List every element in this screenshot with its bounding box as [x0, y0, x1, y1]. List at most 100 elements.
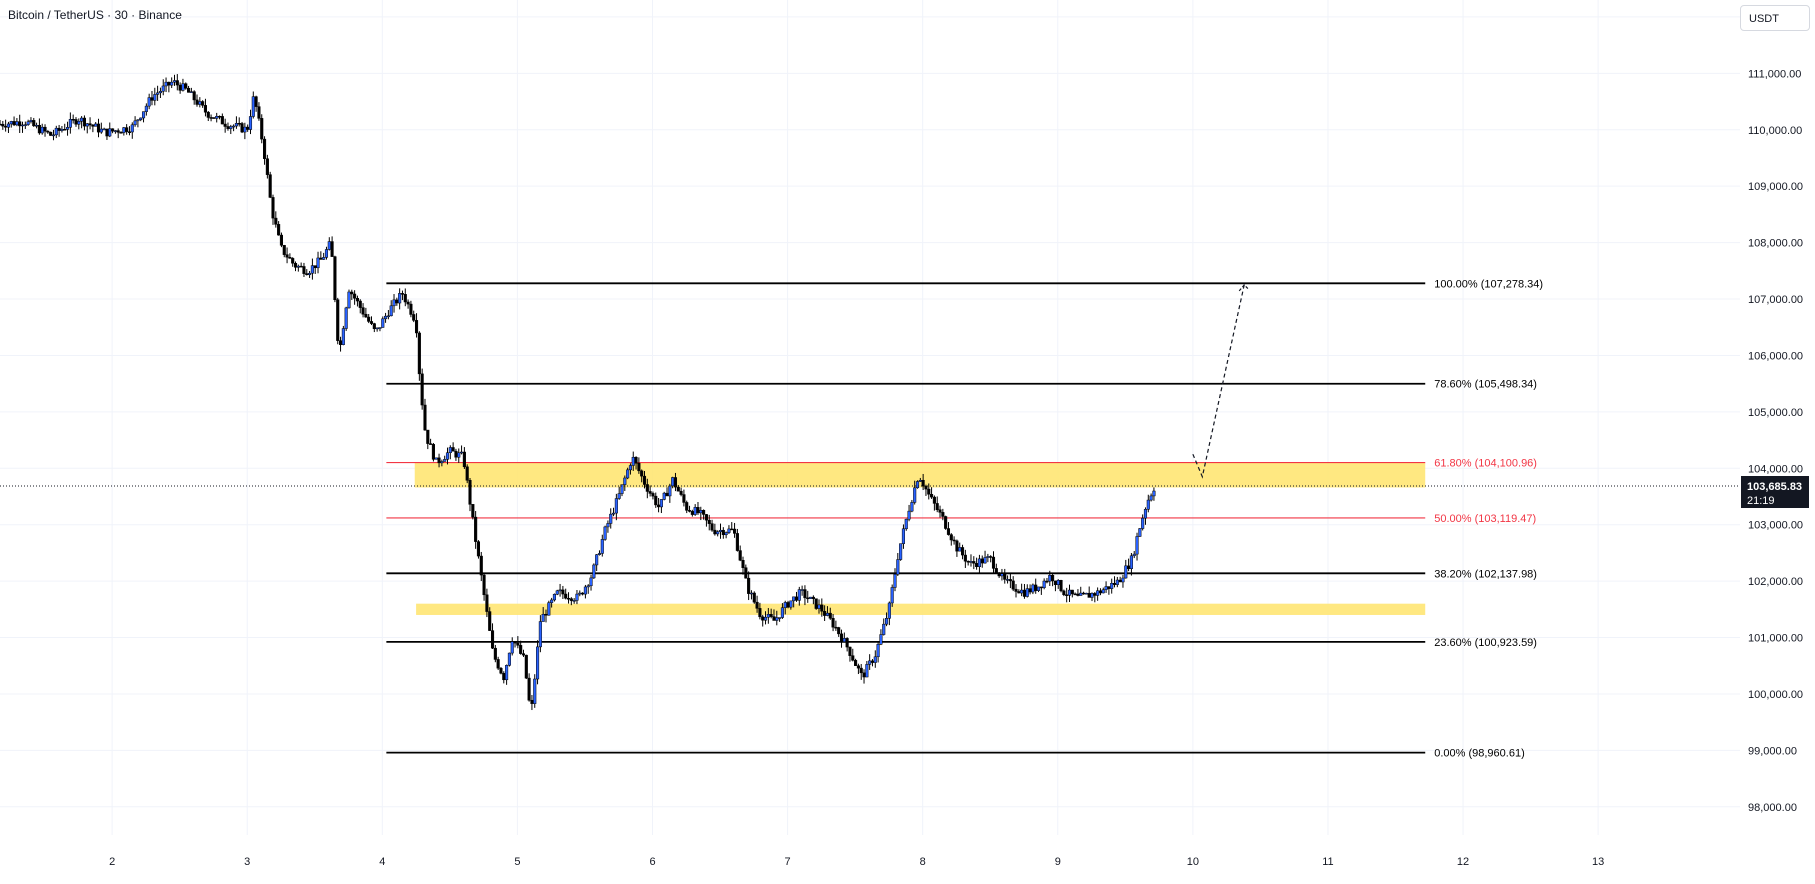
candle-body: [657, 504, 661, 508]
candle-body: [6, 123, 10, 128]
candle-body: [550, 599, 554, 603]
candle-body: [510, 641, 514, 654]
candle-body: [507, 652, 511, 666]
candle-body: [1039, 586, 1043, 589]
candle-body: [330, 241, 334, 257]
x-tick-label: 7: [785, 856, 791, 868]
projection-arrowhead: [1238, 284, 1250, 292]
candle-body: [572, 600, 576, 602]
y-tick-label: 107,000.00: [1748, 294, 1803, 306]
candle-body: [468, 480, 472, 505]
candle-body: [547, 602, 551, 616]
candle-body: [603, 526, 607, 540]
candle-body: [1042, 580, 1046, 588]
candle-body: [479, 555, 483, 576]
candle-body: [1127, 565, 1131, 569]
candle-body: [654, 495, 658, 506]
candle-body: [904, 518, 908, 530]
candle-body: [538, 621, 542, 648]
candle-body: [958, 547, 962, 552]
candle-body: [398, 293, 402, 304]
candle-body: [400, 293, 405, 295]
last-price-tag: 103,685.83 21:19: [1741, 476, 1809, 509]
candle-body: [336, 299, 340, 341]
fib-level-label: 50.00% (103,119.47): [1434, 513, 1536, 525]
candle-body: [564, 593, 568, 599]
candle-body: [116, 130, 120, 133]
candle-body: [1082, 592, 1086, 595]
time-axis[interactable]: 2 3 4 5 6 7 8 9 10 11 12 13: [109, 856, 1604, 868]
candle-body: [704, 514, 708, 521]
price-axis[interactable]: 112,000.00111,000.00110,000.00109,000.00…: [1748, 12, 1803, 814]
candle-body: [977, 558, 981, 567]
chart-title: Bitcoin / TetherUS · 30 · Binance: [8, 8, 182, 22]
candle-body: [431, 444, 435, 460]
candle-body: [1048, 575, 1052, 582]
candle-body: [263, 138, 267, 159]
candle-body: [1067, 589, 1072, 596]
candle-body: [96, 123, 101, 133]
candle-body: [710, 523, 714, 531]
candle-body: [40, 126, 44, 134]
candle-body: [465, 466, 469, 481]
candle-body: [1008, 579, 1012, 582]
candle-body: [353, 293, 357, 299]
candle-body: [876, 644, 880, 658]
candle-body: [460, 451, 464, 454]
candle-body: [277, 224, 281, 236]
candle-body: [65, 127, 70, 130]
candle-body: [1087, 592, 1091, 598]
candle-body: [597, 553, 602, 555]
candle-body: [924, 485, 928, 490]
candle-body: [54, 127, 58, 136]
candle-body: [884, 618, 889, 625]
x-tick-label: 10: [1187, 856, 1199, 868]
candles: [0, 74, 1156, 711]
candle-body: [702, 510, 706, 515]
candle-body: [308, 272, 312, 276]
candle-body: [4, 125, 8, 128]
x-tick-label: 13: [1592, 856, 1604, 868]
candle-body: [240, 123, 244, 133]
candle-body: [1076, 593, 1080, 596]
candle-body: [9, 121, 13, 125]
y-tick-label: 102,000.00: [1748, 576, 1803, 588]
candle-body: [879, 634, 883, 645]
candle-body: [513, 641, 517, 644]
candle-body: [341, 328, 345, 345]
candle-body: [761, 616, 765, 621]
candle-body: [651, 493, 655, 497]
candle-body: [71, 119, 75, 121]
candle-body: [665, 492, 669, 497]
candle-body: [60, 128, 64, 131]
y-tick-label: 101,000.00: [1748, 633, 1803, 645]
candle-body: [1152, 490, 1156, 497]
candle-body: [1107, 586, 1111, 589]
candle-body: [530, 699, 534, 704]
candle-body: [443, 459, 447, 462]
candle-body: [12, 121, 16, 126]
candle-body: [606, 523, 610, 528]
candle-body: [43, 126, 47, 132]
y-tick-label: 98,000.00: [1748, 802, 1797, 814]
candle-body: [1022, 589, 1027, 597]
fib-retracement[interactable]: 100.00% (107,278.34) 78.60% (105,498.34) 6…: [386, 278, 1543, 760]
y-tick-label: 99,000.00: [1748, 745, 1797, 757]
currency-button[interactable]: USDT: [1740, 5, 1810, 31]
candle-body: [935, 503, 939, 510]
candle-body: [645, 484, 649, 492]
y-tick-label: 111,000.00: [1748, 68, 1801, 80]
candle-body: [502, 672, 506, 681]
candle-body: [1056, 580, 1060, 585]
candle-body: [536, 646, 540, 680]
projection-arrow[interactable]: [1192, 284, 1250, 479]
candle-body: [496, 659, 500, 669]
candle-body: [1025, 588, 1029, 597]
candle-body: [533, 678, 537, 704]
candle-body: [932, 496, 936, 504]
candle-body: [178, 84, 182, 91]
candle-body: [738, 550, 742, 561]
candle-body: [735, 533, 739, 551]
